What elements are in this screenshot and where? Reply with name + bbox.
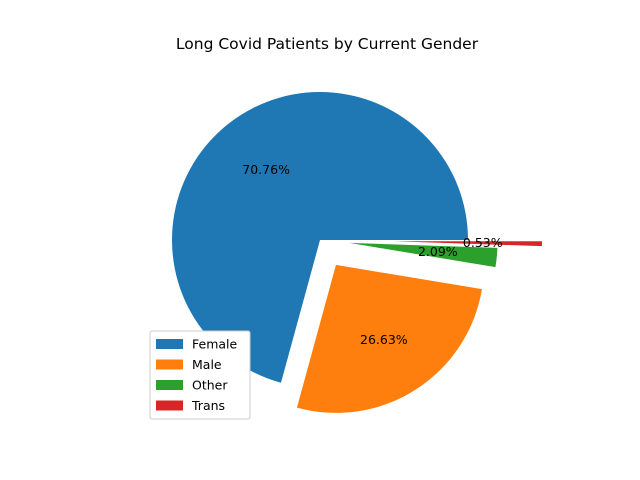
pie-slice-trans xyxy=(393,241,542,247)
pie-slice-male xyxy=(296,264,482,413)
legend-swatch-male xyxy=(156,359,183,370)
legend-swatch-other xyxy=(156,380,183,390)
pie-value-label-other: 2.09% xyxy=(418,244,458,259)
chart-title: Long Covid Patients by Current Gender xyxy=(176,35,479,53)
legend-swatch-female xyxy=(156,339,183,349)
pie-value-label-male: 26.63% xyxy=(360,332,408,347)
pie-slice-other xyxy=(349,242,498,268)
legend-label-trans: Trans xyxy=(191,398,225,413)
pie-value-labels: 70.76% 26.63% 2.09% 0.53% xyxy=(242,162,502,347)
legend-swatch-trans xyxy=(156,400,183,411)
pie-slices xyxy=(172,91,542,413)
legend-frame xyxy=(149,330,251,420)
pie-value-label-female: 70.76% xyxy=(242,162,290,177)
pie-slice-female xyxy=(172,91,469,383)
legend-label-male: Male xyxy=(192,357,222,372)
legend-label-other: Other xyxy=(192,378,228,393)
legend: Female Male Other Trans xyxy=(149,330,251,420)
legend-label-female: Female xyxy=(192,337,238,352)
pie-value-label-trans: 0.53% xyxy=(463,235,503,250)
